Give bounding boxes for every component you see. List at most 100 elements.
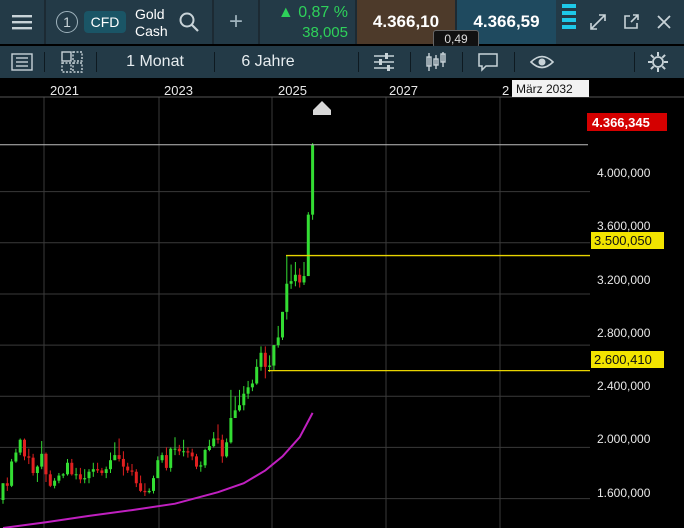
chart-canvas[interactable]: 2021 2023 2025 2027 2 März 2032 4.000,00…	[0, 79, 684, 528]
hamburger-icon	[12, 15, 32, 30]
candle-body	[238, 405, 241, 411]
candle-body	[306, 214, 310, 277]
candle-body	[78, 474, 82, 480]
candle-body	[216, 438, 220, 440]
candle-body	[104, 469, 108, 474]
eye-icon	[530, 55, 554, 69]
candle-body	[156, 460, 160, 479]
candle-body	[147, 490, 151, 493]
candle-body	[302, 276, 306, 283]
toolbar-separator	[44, 52, 45, 72]
y-tick-label: 4.000,000	[597, 166, 651, 180]
candle-body	[250, 383, 254, 388]
candle-body	[177, 448, 181, 452]
toolbar-separator	[96, 52, 97, 72]
range-selector[interactable]: 6 Jahre	[216, 46, 320, 78]
x-tick-label: 2025	[278, 83, 307, 98]
add-instrument-button[interactable]: +	[214, 0, 258, 44]
visibility-button[interactable]	[518, 46, 566, 78]
candle-body	[100, 470, 104, 474]
candle-body	[289, 281, 293, 284]
candle-body	[182, 451, 186, 453]
list-view-button[interactable]	[0, 46, 44, 78]
chart-toolbar: 1 Monat 6 Jahre	[0, 46, 684, 78]
close-icon[interactable]	[656, 14, 672, 30]
candle-body	[276, 337, 280, 346]
comment-button[interactable]	[466, 46, 510, 78]
toolbar-separator	[634, 52, 635, 72]
candle-body	[74, 474, 78, 476]
candle-body	[14, 452, 18, 462]
latest-bar-marker-icon[interactable]	[313, 101, 331, 115]
change-display: ▲ 0,87 % 38,005	[260, 0, 355, 44]
x-tick-label: 2	[502, 83, 509, 98]
candle-body	[164, 455, 168, 468]
instrument-type-badge: CFD	[84, 11, 126, 33]
candle-body	[66, 462, 69, 475]
candle-body	[1, 483, 5, 500]
toolbar-separator	[410, 52, 411, 72]
menu-button[interactable]	[0, 0, 44, 44]
layout-grid-icon	[61, 51, 83, 73]
candle-body	[173, 448, 177, 450]
candle-body	[27, 456, 31, 458]
candle-body	[199, 465, 203, 467]
bid-price: 4.366,10	[372, 12, 440, 31]
chart-type-button[interactable]	[414, 46, 458, 78]
candle-body	[83, 478, 87, 480]
toolbar-separator	[514, 52, 515, 72]
toolbar-separator	[462, 52, 463, 72]
candle-body	[203, 449, 207, 466]
candle-body	[96, 469, 100, 471]
candle-body	[225, 442, 229, 457]
candle-body	[298, 274, 302, 283]
candle-body	[57, 475, 61, 481]
moving-average-line	[2, 412, 314, 528]
candle-body	[53, 480, 57, 486]
bid-price-button[interactable]: 4.366,10	[357, 0, 455, 44]
instrument-selector[interactable]: 1 CFD Gold Cash	[46, 0, 212, 44]
x-tick-label: 2023	[164, 83, 193, 98]
top-bar: 1 CFD Gold Cash + ▲ 0,87 % 38,005 4.366,…	[0, 0, 684, 44]
layout-button[interactable]	[50, 46, 94, 78]
hline-label: 2.600,410	[594, 352, 652, 367]
y-tick-label: 2.400,000	[597, 379, 651, 393]
candle-body	[285, 283, 289, 312]
window-controls	[556, 0, 684, 44]
candle-body	[44, 453, 48, 475]
candle-body	[268, 365, 272, 367]
candle-body	[10, 461, 14, 486]
y-tick-label: 1.600,000	[597, 486, 651, 500]
interval-selector[interactable]: 1 Monat	[98, 46, 212, 78]
candle-body	[281, 311, 284, 338]
candle-body	[70, 462, 74, 475]
candle-body	[212, 438, 216, 447]
candle-body	[207, 446, 211, 450]
chart-settings-button[interactable]	[636, 46, 680, 78]
candle-body	[35, 466, 39, 474]
y-tick-label: 3.600,000	[597, 219, 651, 233]
maximize-icon[interactable]	[589, 13, 607, 31]
candle-body	[272, 345, 276, 366]
candle-body	[293, 274, 297, 282]
candle-body	[5, 483, 9, 486]
candle-body	[113, 455, 117, 461]
candle-body	[48, 474, 52, 486]
search-icon[interactable]	[178, 11, 200, 33]
crosshair-date-box	[512, 80, 589, 97]
link-color-icon[interactable]	[562, 4, 576, 40]
candle-body	[109, 460, 112, 470]
price-chart[interactable]: 2021 2023 2025 2027 2 März 2032 4.000,00…	[0, 79, 684, 528]
popout-icon[interactable]	[622, 13, 640, 31]
candle-body	[61, 474, 65, 476]
candle-body	[255, 366, 259, 384]
settings-sliders-button[interactable]	[362, 46, 406, 78]
y-tick-label: 2.800,000	[597, 326, 651, 340]
x-tick-label: 2027	[389, 83, 418, 98]
candle-body	[91, 469, 95, 472]
candle-body	[160, 455, 164, 461]
candle-body	[40, 453, 44, 467]
y-tick-label: 2.000,000	[597, 432, 651, 446]
candle-body	[18, 439, 22, 453]
toolbar-separator	[358, 52, 359, 72]
